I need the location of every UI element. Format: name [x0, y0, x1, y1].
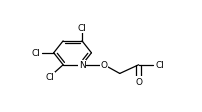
Text: O: O: [135, 77, 141, 86]
Text: Cl: Cl: [77, 24, 86, 33]
Text: Cl: Cl: [31, 49, 40, 58]
Text: Cl: Cl: [45, 73, 54, 82]
Text: O: O: [100, 61, 107, 70]
Text: N: N: [78, 61, 85, 70]
Text: Cl: Cl: [155, 61, 163, 70]
